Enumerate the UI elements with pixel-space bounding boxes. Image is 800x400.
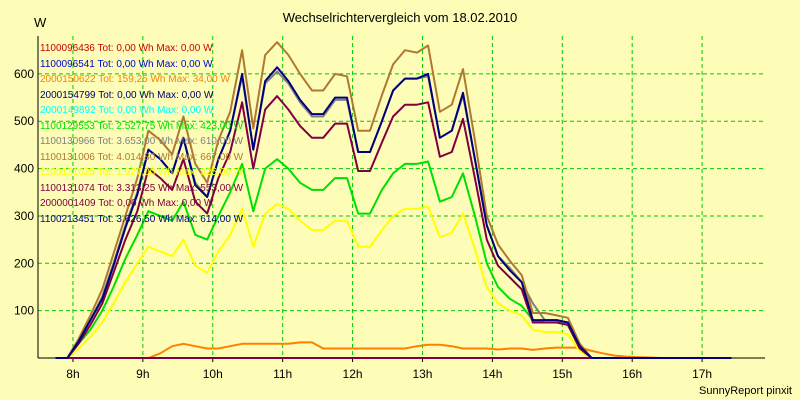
legend-entry: 2000149892 Tot: 0,00 Wh Max: 0,00 W xyxy=(40,105,214,116)
legend-entry: 2000150622 Tot: 159,25 Wh Max: 34,00 W xyxy=(40,74,230,85)
series-line-3 xyxy=(55,341,732,359)
x-tick-label: 16h xyxy=(622,367,642,381)
footer-credit: SunnyReport pinxit xyxy=(699,385,792,397)
x-tick-label: 12h xyxy=(343,367,363,381)
x-tick-label: 11h xyxy=(273,367,292,381)
legend-entry: 2000001409 Tot: 0,00 Wh Max: 0,00 W xyxy=(40,198,214,209)
chart-title: Wechselrichtervergleich vom 18.02.2010 xyxy=(282,10,518,25)
x-tick-label: 17h xyxy=(692,367,712,381)
x-tick-label: 8h xyxy=(66,367,79,381)
series-line-9 xyxy=(55,203,732,359)
x-tick-label: 13h xyxy=(412,367,432,381)
y-tick-label: 400 xyxy=(14,162,34,176)
legend-entry: 1100213451 Tot: 3.626,50 Wh Max: 614,00 … xyxy=(40,213,244,225)
x-tick-label: 9h xyxy=(136,367,149,381)
y-axis-unit: W xyxy=(34,15,47,30)
legend-entry: 1100131006 Tot: 4.014,80 Wh Max: 667,00 … xyxy=(40,151,244,163)
legend: 1100096436 Tot: 0,00 Wh Max: 0,00 W 11000… xyxy=(40,41,243,227)
legend-entry: 1100096436 Tot: 0,00 Wh Max: 0,00 W xyxy=(40,43,213,54)
x-tick-label: 10h xyxy=(203,367,223,381)
legend-entry: 1100096541 Tot: 0,00 Wh Max: 0,00 W xyxy=(40,58,213,70)
legend-entry: 1100131025 Tot: 1.927,00 Wh Max: 325,00 … xyxy=(40,167,244,178)
series-line-12 xyxy=(55,66,732,359)
legend-entry: 1100131074 Tot: 3.313,25 Wh Max: 553,00 … xyxy=(40,182,244,194)
x-tick-label: 14h xyxy=(482,367,502,381)
legend-entry: 2000154799 Tot: 0,00 Wh Max: 0,00 W xyxy=(40,89,214,101)
legend-entry: 1100129553 Tot: 2.527,75 Wh Max: 423,00 … xyxy=(40,120,244,132)
legend-entry: 1100130966 Tot: 3.653,00 Wh Max: 610,00 … xyxy=(40,136,244,147)
y-tick-label: 500 xyxy=(14,114,34,128)
y-tick-label: 100 xyxy=(14,304,34,318)
y-tick-label: 200 xyxy=(14,256,34,270)
y-tick-label: 600 xyxy=(14,67,34,81)
x-tick-label: 15h xyxy=(552,367,572,381)
y-tick-label: 300 xyxy=(14,209,34,223)
